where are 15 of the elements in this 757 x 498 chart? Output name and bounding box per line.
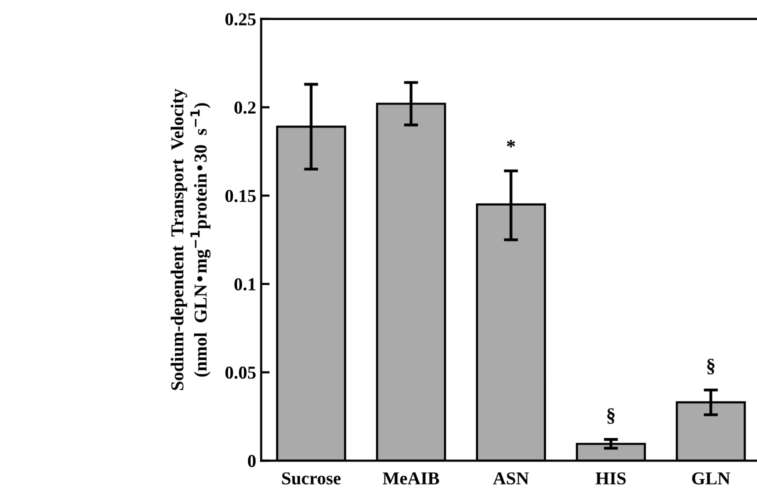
x-tick-label: MeAIB	[382, 472, 440, 484]
y-tick-label: 0	[248, 454, 256, 468]
y-tick-label: 0.15	[225, 190, 256, 202]
y-tick-label: 0.25	[225, 13, 256, 26]
annotation: §	[707, 358, 714, 374]
y-axis-title: Sodium-dependent Transport Velocity (nmol GLN•mg$^{−1}$protein•30 s$^{−1}$)	[170, 88, 211, 390]
y-tick-label: 0.2	[234, 102, 256, 114]
annotation: §	[607, 408, 615, 424]
x-tick-label: ASN	[493, 472, 529, 484]
y-tick-label: 0.05	[225, 366, 256, 379]
annotation: *	[506, 140, 516, 148]
y-tick-label: 0.1	[234, 278, 256, 290]
x-tick-label: HIS	[596, 472, 626, 484]
x-tick-label: Sucrose	[282, 472, 341, 485]
x-tick-label: GLN	[692, 472, 730, 484]
